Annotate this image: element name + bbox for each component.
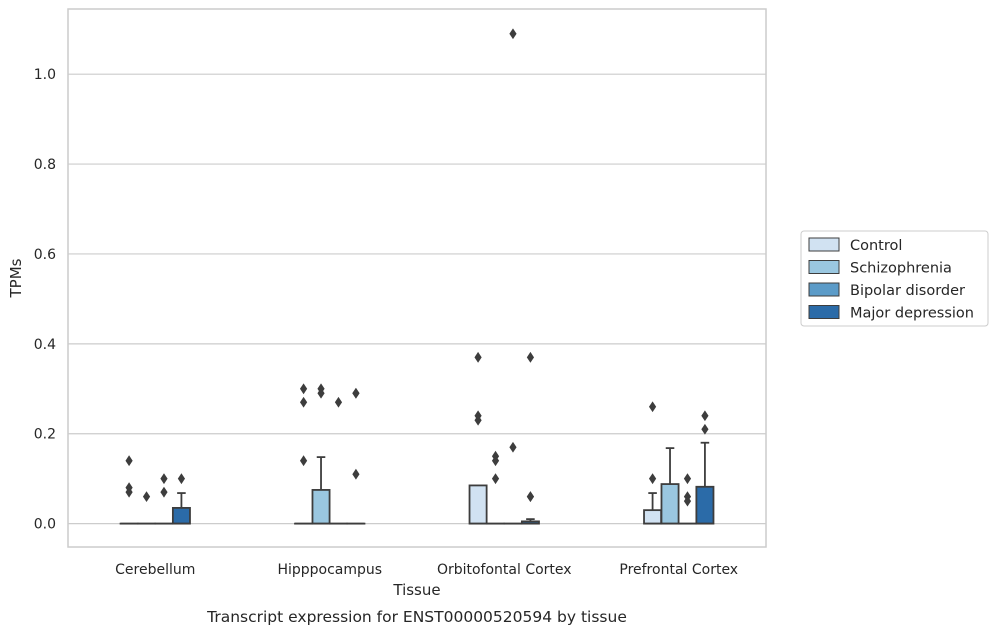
box-plots [119, 28, 715, 525]
outlier-point [142, 491, 151, 503]
outlier-point [299, 383, 308, 395]
legend-label: Bipolar disorder [850, 283, 965, 299]
box-bipolar-disorder [503, 28, 523, 525]
y-tick-label: 0.4 [34, 337, 56, 353]
outlier-point [299, 396, 308, 408]
box-control [468, 351, 488, 525]
box-control [643, 401, 663, 525]
box-control [294, 383, 314, 525]
legend-swatch [808, 260, 840, 274]
gridlines [68, 73, 766, 525]
outlier-point [701, 423, 709, 435]
box-iqr [643, 509, 663, 525]
y-tick-label: 0.0 [34, 517, 56, 533]
x-tick-label: Orbitofontal Cortex [437, 562, 572, 578]
box-bipolar-disorder [154, 473, 174, 525]
y-tick-label: 0.6 [34, 247, 56, 263]
outlier-point [491, 455, 500, 467]
box-major-depression [695, 410, 715, 525]
outlier-point [474, 414, 482, 426]
outlier-point [177, 473, 186, 485]
outlier-point [509, 28, 517, 40]
legend-frame [800, 230, 989, 327]
box-control [119, 455, 139, 525]
y-tick-label: 0.8 [34, 157, 56, 173]
outlier-point [125, 486, 133, 498]
x-tick-label: Cerebellum [115, 562, 195, 578]
legend-swatch [808, 237, 840, 252]
box-iqr [311, 489, 331, 525]
legend-label: Schizophrenia [850, 261, 952, 277]
box-bipolar-disorder [329, 396, 348, 525]
outlier-point [160, 473, 168, 485]
legend: Control Schizophrenia Bipolar disorder Majo… [800, 230, 989, 327]
box-major-depression [346, 387, 366, 525]
outlier-point [491, 473, 500, 485]
outlier-point [299, 455, 308, 467]
box-major-depression [520, 351, 540, 525]
outlier-point [160, 486, 168, 498]
y-tick-label: 0.2 [34, 427, 56, 443]
outlier-point [352, 387, 360, 399]
legend-label: Control [850, 238, 902, 254]
box-schizophrenia [311, 383, 331, 525]
plot-frame [67, 8, 767, 548]
box-schizophrenia [486, 450, 505, 525]
box-major-depression [171, 473, 191, 525]
outlier-point [683, 473, 692, 485]
outlier-point [648, 401, 657, 413]
outlier-point [317, 387, 325, 399]
box-iqr [695, 485, 715, 525]
box-iqr [171, 506, 191, 525]
box-schizophrenia [137, 491, 156, 525]
chart-caption: Transcript expression for ENST0000052059… [206, 608, 627, 626]
x-tick-label: Prefrontal Cortex [619, 562, 738, 578]
x-tick-label: Hipppocampus [277, 562, 382, 578]
outlier-point [526, 491, 535, 503]
outlier-point [526, 351, 535, 363]
y-axis-title: TPMs [7, 258, 25, 298]
box-iqr [468, 484, 488, 525]
outlier-point [701, 410, 709, 422]
outlier-point [125, 455, 133, 467]
box-bipolar-disorder [678, 473, 697, 525]
legend-swatch [808, 282, 840, 297]
outlier-point [509, 441, 517, 453]
legend-label: Major depression [850, 306, 974, 322]
outlier-point [648, 473, 657, 485]
legend-swatch [808, 305, 840, 319]
box-iqr [660, 483, 680, 525]
outlier-point [683, 495, 692, 507]
box-schizophrenia [660, 447, 680, 525]
outlier-point [334, 396, 343, 408]
y-tick-label: 1.0 [34, 67, 56, 83]
outlier-point [352, 468, 360, 480]
y-axis-ticks: 0.0 0.2 0.4 0.6 0.8 1.0 [34, 67, 56, 532]
x-axis-ticks: Cerebellum Hipppocampus Orbitofontal Corte… [115, 562, 738, 578]
x-axis-title: Tissue [392, 581, 440, 599]
outlier-point [474, 351, 482, 363]
